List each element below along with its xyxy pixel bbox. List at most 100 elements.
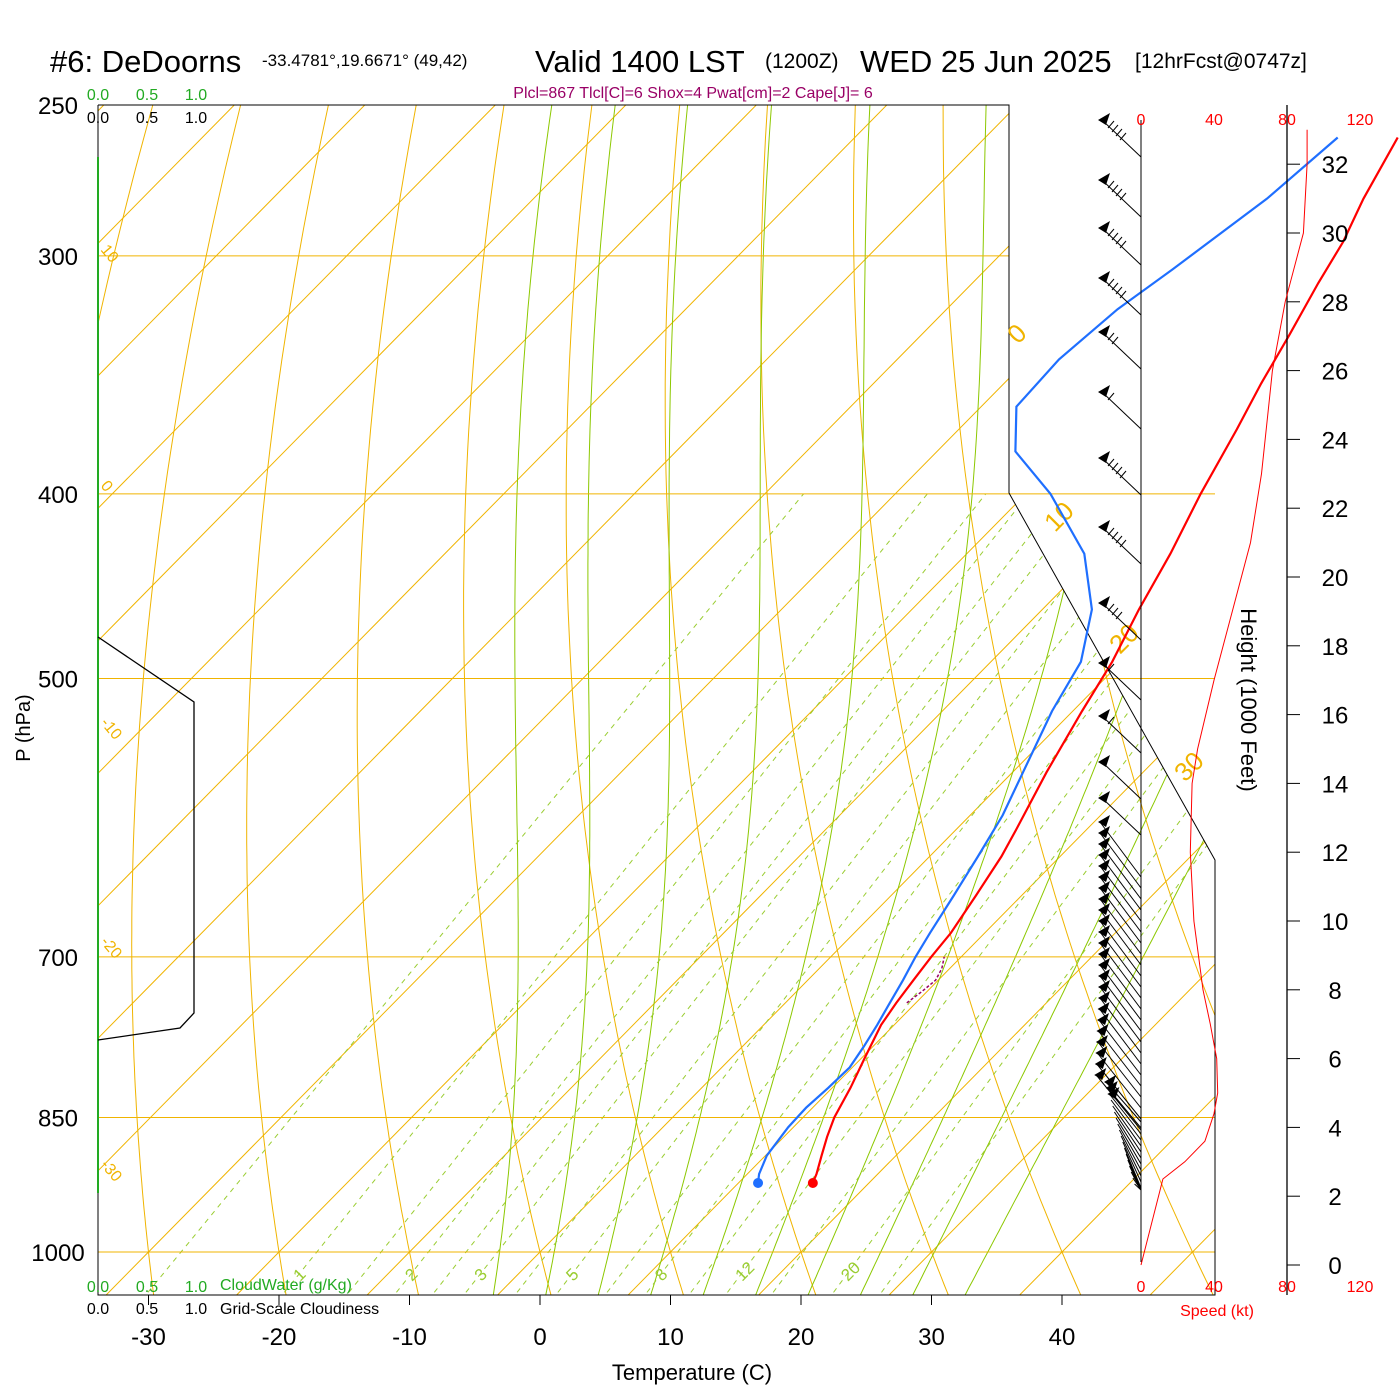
- sounding-profiles: [753, 136, 1399, 1189]
- stability-indices: Plcl=867 Tlcl[C]=6 Shox=4 Pwat[cm]=2 Cap…: [513, 85, 873, 102]
- wind-barb: [1115, 1117, 1142, 1159]
- dry-adiabat: [942, 105, 1215, 1295]
- mixing-ratio-line: [646, 493, 1215, 1293]
- wind-barb: [1117, 1123, 1142, 1165]
- moist-adiabat: [753, 105, 988, 1295]
- height-tick-label: 20: [1322, 565, 1349, 592]
- isotherm-line: [0, 71, 7, 1300]
- mixing-ratio-line: [516, 493, 1138, 1293]
- speed-tick-label: 120: [1347, 112, 1374, 129]
- station-coords: -33.4781°,19.6671° (49,42): [262, 51, 467, 70]
- mixing-ratio-line: [465, 493, 1092, 1293]
- dry-adiabat: [246, 105, 337, 1295]
- mixing-ratio-line: [881, 493, 1215, 1293]
- temperature-axis: -30 -20 -10 0 10 20 30 40: [131, 1295, 1075, 1351]
- mixing-ratio-line: [396, 493, 1030, 1293]
- dry-adiabat: [565, 105, 686, 1295]
- height-tick-label: 2: [1328, 1184, 1341, 1211]
- moist-adiabat: [596, 105, 692, 1295]
- plot-frame: [97, 104, 1216, 1296]
- parcel-trace: [906, 956, 945, 1004]
- wind-barb: [1120, 1135, 1142, 1177]
- pressure-axis: 250 300 400 500 700 850 1000: [31, 93, 84, 1267]
- pressure-tick-label: 1000: [31, 1240, 84, 1267]
- dry-adiabat: [760, 105, 951, 1295]
- dry-adiabat: [664, 105, 819, 1295]
- wind-barb: [1122, 1141, 1142, 1183]
- mixing-ratio-line: [147, 493, 804, 1293]
- wind-barb: [1098, 325, 1142, 370]
- speed-tick-label: 40: [1205, 1279, 1223, 1296]
- isotherm-line: [1144, 105, 1215, 1295]
- dry-adiabat: [1291, 71, 1400, 1300]
- isotherm-line: [98, 105, 1182, 1295]
- mixing-ratio-line: [606, 493, 1215, 1293]
- wind-barbs: [1094, 113, 1142, 1191]
- cloudiness-scale-label: 1.0: [185, 1301, 207, 1318]
- cloudiness-scale-label: 0.0: [87, 110, 109, 127]
- speed-tick-label: 80: [1278, 1279, 1296, 1296]
- pressure-tick-label: 700: [38, 945, 78, 972]
- mixing-ratio-line: [690, 493, 1215, 1293]
- cloudiness-profile: [97, 636, 195, 1041]
- speed-tick-label: 80: [1278, 112, 1296, 129]
- isotherm-line: [753, 105, 1215, 1295]
- mixing-ratio-label: 20: [837, 1258, 864, 1285]
- moist-adiabat: [700, 105, 873, 1295]
- temperature-tick-label: -20: [262, 1324, 297, 1351]
- temperature-tick-label: 30: [918, 1324, 945, 1351]
- isotherm-label: 10: [97, 242, 122, 267]
- height-tick-label: 32: [1322, 152, 1349, 179]
- isotherm-label: -20: [97, 934, 125, 963]
- wind-barb: [1098, 271, 1142, 316]
- wind-barb: [1098, 520, 1142, 565]
- isotherm-label: 0: [1001, 318, 1032, 349]
- pressure-axis-label: P (hPa): [13, 694, 35, 761]
- cloudiness-scale-label: 0.5: [136, 110, 158, 127]
- mixing-ratio-line: [833, 493, 1215, 1293]
- isotherm-label: -30: [97, 1157, 125, 1186]
- isotherm-label: 30: [1168, 746, 1210, 788]
- speed-tick-label: 0: [1137, 1279, 1146, 1296]
- station-title: #6: DeDoorns: [50, 44, 241, 79]
- cloudwater-scale-label: 1.0: [185, 87, 207, 104]
- isotherm-line: [98, 105, 921, 1295]
- height-tick-label: 26: [1322, 359, 1349, 386]
- cloudwater-scale-label: 0.5: [136, 87, 158, 104]
- wind-barb: [1098, 755, 1142, 800]
- pressure-tick-label: 500: [38, 667, 78, 694]
- temperature-axis-label: Temperature (C): [612, 1360, 772, 1385]
- isotherm-line: [98, 105, 399, 1295]
- isotherm-line: [98, 105, 660, 1295]
- isotherm-line: [1014, 105, 1215, 1295]
- dry-adiabat: [131, 105, 250, 1295]
- moist-adiabat: [544, 105, 621, 1295]
- height-tick-label: 6: [1328, 1047, 1341, 1074]
- cloudiness-label: Grid-Scale Cloudiness: [220, 1301, 379, 1318]
- height-tick-label: 30: [1322, 221, 1349, 248]
- isotherm-line: [361, 105, 1215, 1295]
- pressure-tick-label: 300: [38, 244, 78, 271]
- wind-barb: [1098, 709, 1142, 754]
- wind-barb: [1134, 1183, 1142, 1191]
- temperature-tick-label: 20: [788, 1324, 815, 1351]
- cloudiness-scale-label: 0.5: [136, 1301, 158, 1318]
- wind-barb: [1098, 656, 1142, 701]
- isotherm-line: [98, 105, 1051, 1295]
- pressure-tick-label: 850: [38, 1106, 78, 1133]
- mixing-ratio-line: [283, 493, 928, 1293]
- temperature-profile: [811, 136, 1399, 1184]
- isobar-lines: [98, 104, 1215, 1253]
- height-tick-label: 10: [1322, 909, 1349, 936]
- dewpoint-profile: [756, 136, 1339, 1184]
- valid-time: Valid 1400 LST: [535, 44, 745, 79]
- height-tick-label: 18: [1322, 634, 1349, 661]
- wind-barb: [1098, 451, 1142, 496]
- dry-adiabat: [463, 105, 553, 1295]
- dry-adiabat: [356, 105, 424, 1295]
- isotherm-label: -10: [97, 715, 125, 744]
